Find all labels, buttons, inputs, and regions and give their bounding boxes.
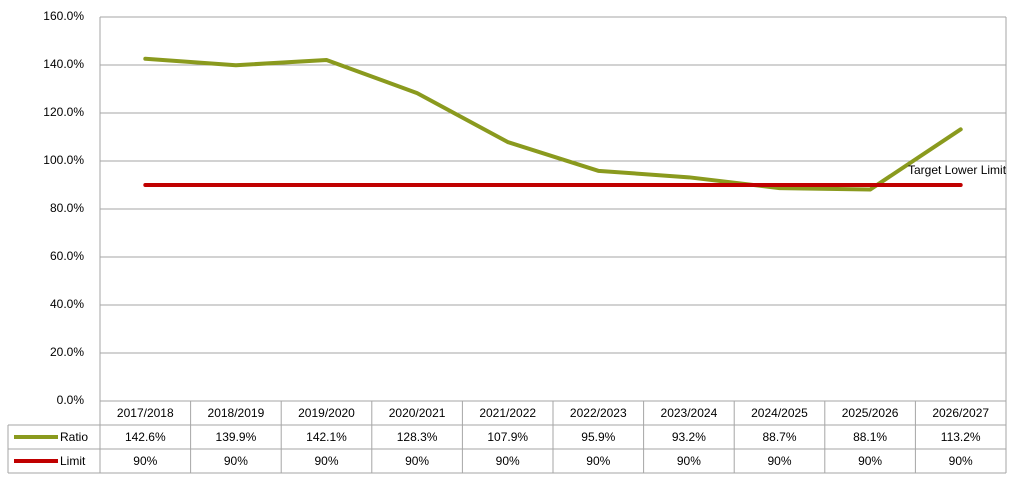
table-value: 90% <box>496 454 520 468</box>
table-value: 107.9% <box>487 430 528 444</box>
x-tick-label: 2017/2018 <box>117 406 174 420</box>
table-value: 113.2% <box>941 430 981 444</box>
y-tick-label: 40.0% <box>50 297 84 311</box>
table-value: 90% <box>677 454 701 468</box>
table-value: 142.6% <box>125 430 166 444</box>
legend-label: Ratio <box>60 430 88 444</box>
x-tick-label: 2026/2027 <box>932 406 989 420</box>
table-value: 139.9% <box>216 430 257 444</box>
x-tick-label: 2022/2023 <box>570 406 627 420</box>
y-tick-label: 80.0% <box>50 201 84 215</box>
table-value: 90% <box>405 454 429 468</box>
y-tick-label: 100.0% <box>43 153 84 167</box>
y-tick-label: 140.0% <box>43 57 84 71</box>
y-tick-label: 60.0% <box>50 249 84 263</box>
y-tick-label: 20.0% <box>50 345 84 359</box>
y-tick-label: 160.0% <box>43 9 84 23</box>
annotation: Target Lower Limit <box>908 163 1007 177</box>
x-tick-label: 2025/2026 <box>842 406 899 420</box>
table-value: 90% <box>858 454 882 468</box>
y-tick-label: 120.0% <box>43 105 84 119</box>
table-value: 90% <box>767 454 791 468</box>
x-tick-label: 2024/2025 <box>751 406 808 420</box>
table-value: 95.9% <box>581 430 615 444</box>
table-value: 90% <box>314 454 338 468</box>
table-value: 88.1% <box>853 430 887 444</box>
legend-label: Limit <box>60 454 86 468</box>
table-value: 142.1% <box>306 430 347 444</box>
table-value: 88.7% <box>762 430 796 444</box>
table-value: 90% <box>586 454 610 468</box>
table-value: 93.2% <box>672 430 706 444</box>
line-series <box>143 56 963 192</box>
x-tick-label: 2019/2020 <box>298 406 355 420</box>
x-tick-label: 2023/2024 <box>661 406 718 420</box>
x-tick-label: 2018/2019 <box>208 406 265 420</box>
table-value: 90% <box>224 454 248 468</box>
x-tick-label: 2021/2022 <box>479 406 536 420</box>
table-value: 90% <box>949 454 973 468</box>
table-value: 128.3% <box>397 430 438 444</box>
y-tick-label: 0.0% <box>57 393 85 407</box>
table-value: 90% <box>133 454 157 468</box>
x-tick-label: 2020/2021 <box>389 406 446 420</box>
